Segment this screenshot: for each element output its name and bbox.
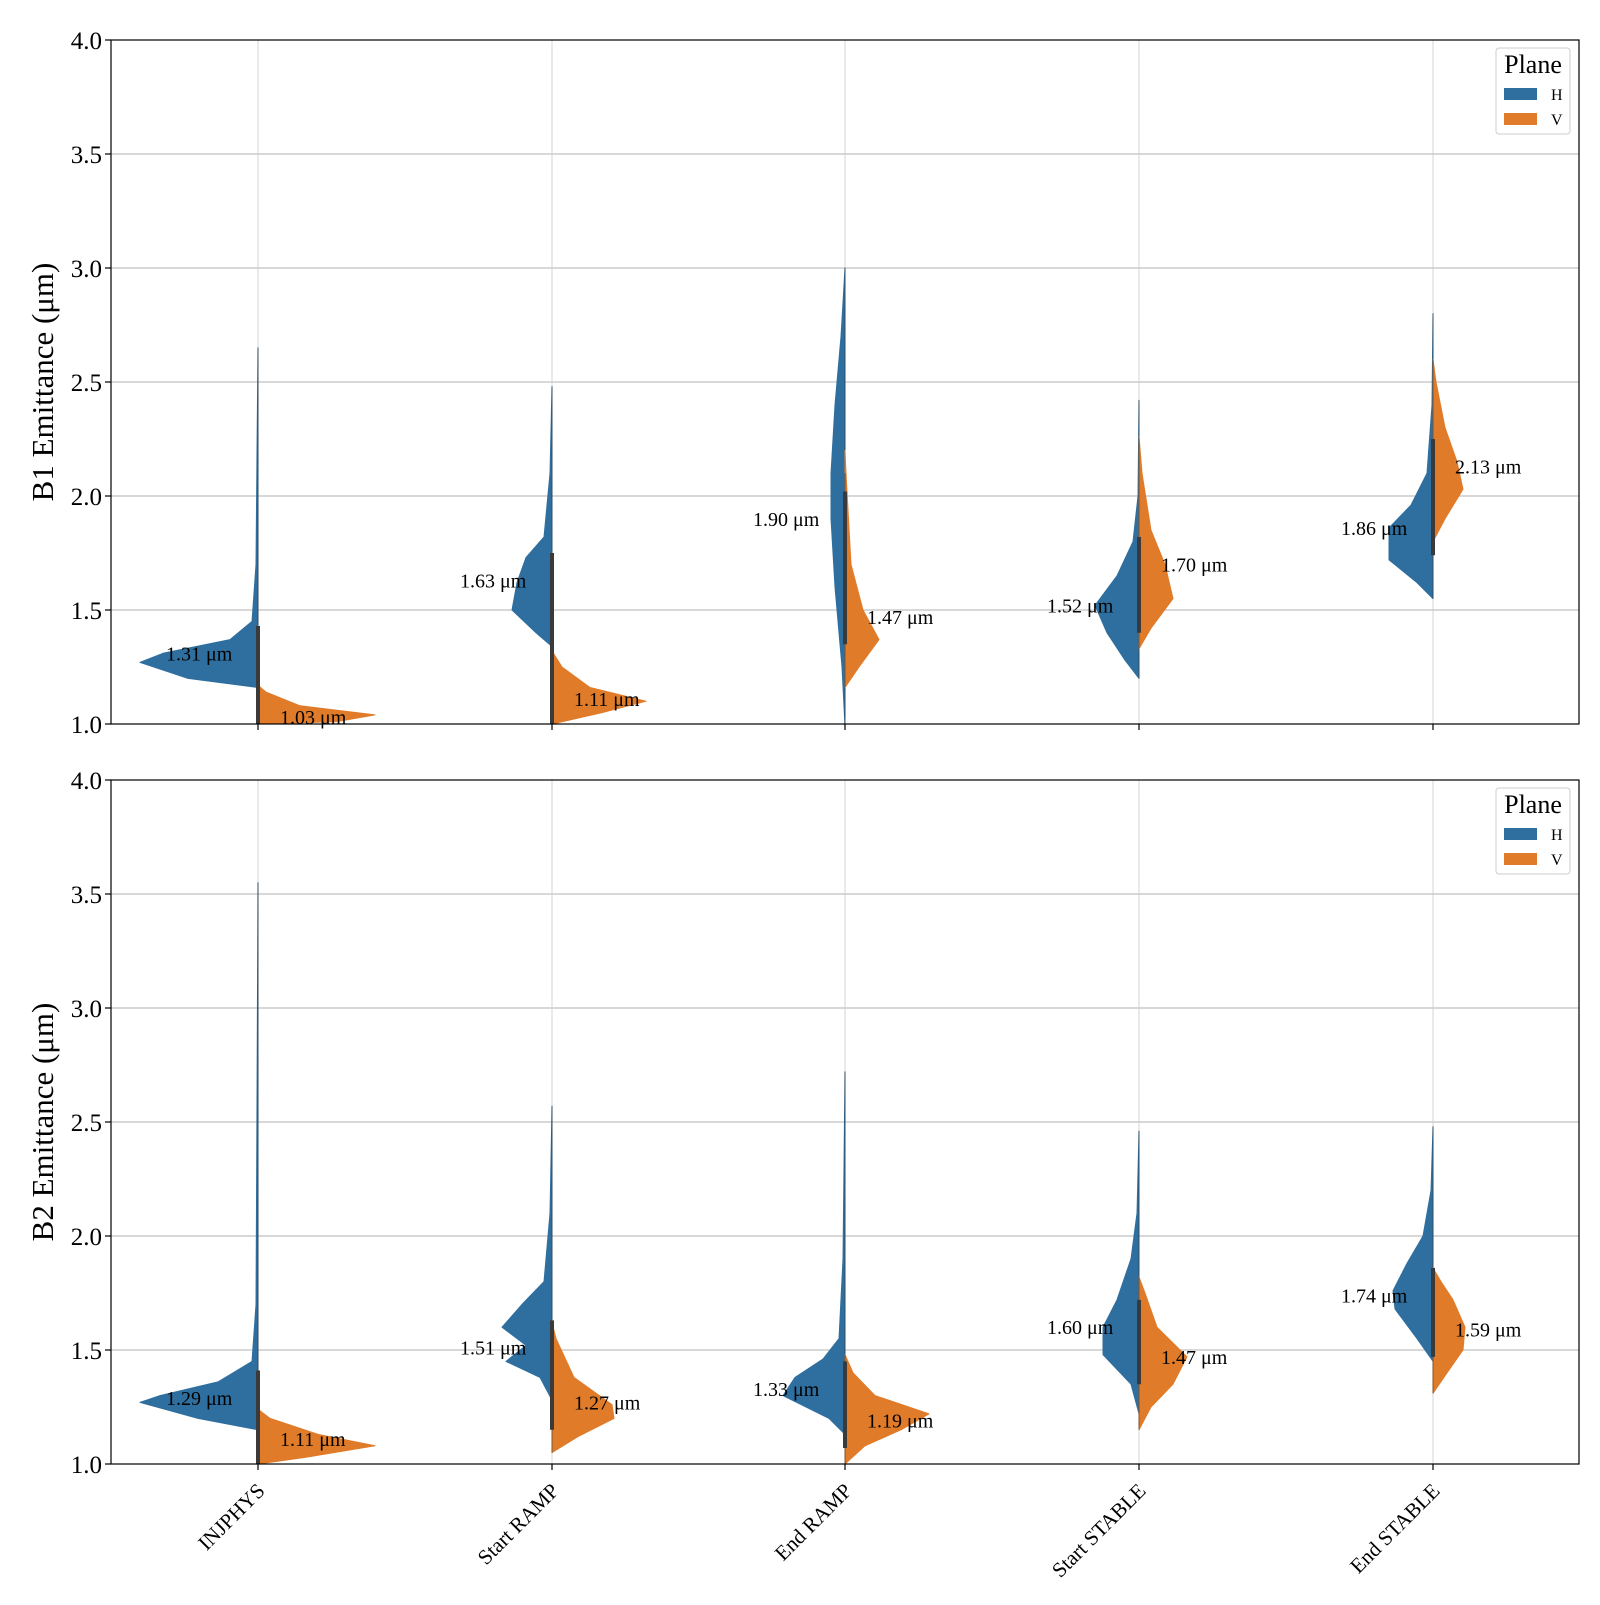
violin-v-4 [1138, 436, 1174, 650]
median-label-h: 1.60 μm [1047, 1317, 1114, 1339]
median-label-v: 1.03 μm [280, 707, 347, 729]
y-tick-label: 2.0 [71, 1224, 102, 1251]
legend-entry-h: H [1551, 87, 1563, 104]
legend-swatch-h [1504, 828, 1537, 840]
x-category-label: Start STABLE [1047, 1479, 1151, 1583]
violin-h-3 [830, 267, 846, 727]
legend-title: Plane [1504, 50, 1562, 79]
legend-title: Plane [1504, 790, 1562, 819]
median-label-v: 1.11 μm [574, 689, 640, 711]
panel-1: 1.31 μm 1.63 μm 1.90 μm 1.52 μm 1.86 μm 1.03 … [25, 28, 1580, 739]
y-tick-label: 2.0 [71, 484, 102, 511]
violin-h-1 [139, 882, 259, 1431]
median-label-v: 2.13 μm [1455, 456, 1522, 478]
y-axis-label: B2 Emittance (μm) [25, 1003, 60, 1242]
legend-swatch-h [1504, 88, 1537, 100]
violin-h-4 [1102, 1130, 1140, 1415]
violin-v-2 [551, 650, 647, 725]
y-tick-label: 1.5 [71, 598, 102, 625]
y-tick-label: 3.0 [71, 256, 102, 283]
y-tick-label: 3.5 [71, 142, 102, 169]
legend: Plane HV [1495, 47, 1571, 135]
median-label-h: 1.74 μm [1341, 1285, 1408, 1307]
violin-h-3 [782, 1071, 846, 1435]
y-tick-label: 2.5 [71, 370, 102, 397]
median-label-h: 1.90 μm [753, 509, 820, 531]
legend-swatch-v [1504, 113, 1537, 125]
median-label-v: 1.47 μm [867, 607, 934, 629]
violin-h-1 [139, 347, 259, 688]
median-label-h: 1.29 μm [166, 1388, 233, 1410]
median-label-h: 1.86 μm [1341, 518, 1408, 540]
y-tick-label: 3.5 [71, 882, 102, 909]
y-tick-label: 1.0 [71, 1452, 102, 1479]
median-label-v: 1.19 μm [867, 1411, 934, 1433]
violin-h-5 [1392, 1126, 1434, 1362]
legend-entry-v: V [1551, 112, 1563, 129]
violin-h-2 [511, 386, 553, 647]
x-category-label: INJPHYS [193, 1479, 269, 1555]
violin-v-5 [1432, 358, 1464, 543]
x-category-label: End RAMP [770, 1479, 857, 1566]
y-tick-label: 2.5 [71, 1110, 102, 1137]
y-tick-label: 3.0 [71, 996, 102, 1023]
legend-entry-v: V [1551, 852, 1563, 869]
violin-h-5 [1388, 313, 1434, 600]
y-tick-label: 4.0 [71, 768, 102, 795]
violin-v-3 [844, 449, 880, 688]
median-label-v: 1.70 μm [1161, 554, 1228, 576]
y-tick-label: 1.0 [71, 712, 102, 739]
panel-2: 1.29 μm 1.51 μm 1.33 μm 1.60 μm 1.74 μm 1.11 … [25, 768, 1580, 1583]
violin-v-4 [1138, 1276, 1188, 1431]
legend: Plane HV [1495, 787, 1571, 875]
median-label-h: 1.33 μm [753, 1379, 820, 1401]
legend-swatch-v [1504, 853, 1537, 865]
median-label-h: 1.63 μm [460, 570, 527, 592]
x-category-label: Start RAMP [473, 1479, 564, 1570]
median-label-v: 1.59 μm [1455, 1319, 1522, 1341]
median-label-v: 1.47 μm [1161, 1347, 1228, 1369]
violin-v-2 [551, 1322, 615, 1454]
median-label-v: 1.27 μm [574, 1392, 641, 1414]
median-label-h: 1.51 μm [460, 1338, 527, 1360]
y-tick-label: 4.0 [71, 28, 102, 55]
y-tick-label: 1.5 [71, 1338, 102, 1365]
legend-entry-h: H [1551, 827, 1563, 844]
violin-h-4 [1094, 399, 1140, 679]
y-axis-label: B1 Emittance (μm) [25, 263, 60, 502]
violin-h-2 [501, 1105, 553, 1401]
x-category-label: End STABLE [1345, 1479, 1445, 1579]
violin-v-3 [844, 1354, 930, 1465]
median-label-h: 1.52 μm [1047, 595, 1114, 617]
median-label-v: 1.11 μm [280, 1429, 346, 1451]
median-label-h: 1.31 μm [166, 643, 233, 665]
